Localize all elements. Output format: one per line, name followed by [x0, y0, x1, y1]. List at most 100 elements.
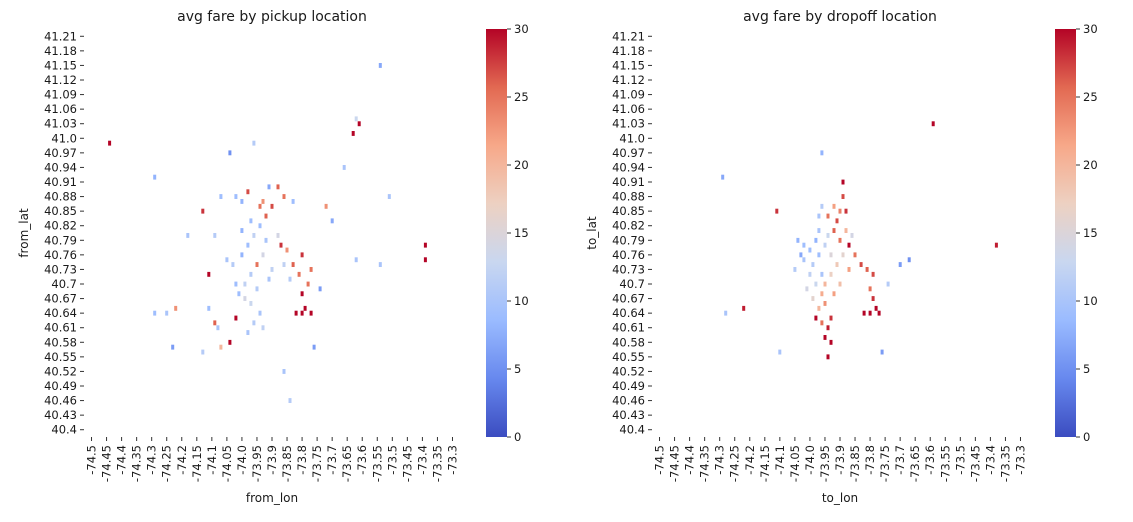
heatmap-cell: [201, 208, 205, 214]
y-tick-label: 41.15: [44, 58, 77, 72]
x-tick-label: -73.95: [250, 445, 264, 482]
colorbar-tick-label: 20: [1083, 158, 1098, 172]
y-tick-label: 40.76: [44, 248, 77, 262]
y-tick-label: 40.52: [612, 364, 645, 378]
heatmap-cell: [871, 296, 875, 301]
heatmap-cell: [847, 267, 851, 272]
x-tick-label: -73.7: [893, 445, 907, 475]
y-tick-label: 40.88: [612, 190, 645, 204]
heatmap-cell: [267, 184, 271, 190]
x-tick-label: -74.2: [743, 445, 757, 475]
heatmap-cell: [165, 310, 169, 316]
heatmap-cell: [285, 247, 289, 253]
heatmap-cell: [270, 203, 274, 209]
y-tick-label: 40.79: [44, 233, 77, 247]
colorbar-tick-label: 0: [1083, 430, 1090, 444]
heatmap-cell: [246, 189, 250, 195]
heatmap-cell: [838, 237, 842, 243]
y-tick-label: 41.12: [44, 73, 77, 87]
heatmap-cell: [841, 194, 845, 199]
x-tick-label: -73.45: [400, 445, 414, 482]
heatmap-cell: [808, 247, 812, 253]
heatmap-cell: [865, 267, 869, 272]
y-tick-label: 40.94: [612, 160, 645, 174]
x-tick-label: -74.15: [758, 445, 772, 482]
y-tick-label: 40.7: [51, 277, 77, 291]
heatmap-cell: [249, 271, 253, 277]
heatmap-cell: [817, 252, 821, 258]
heatmap-cell: [306, 281, 310, 287]
y-tick-label: 40.82: [44, 219, 77, 233]
heatmap-cell: [330, 218, 334, 224]
colorbar-tick-label: 20: [514, 158, 529, 172]
heatmap-cell: [778, 349, 782, 355]
heatmap-cell: [832, 291, 836, 297]
colorbar: 0 5 10 15 20 25 30: [1055, 22, 1098, 444]
heatmap-cell: [994, 242, 998, 248]
x-tick-label: -73.5: [953, 445, 967, 475]
heatmap-cell: [312, 344, 316, 350]
x-tick-label: -73.75: [310, 445, 324, 482]
heatmap-cell: [234, 194, 238, 199]
y-tick-label: 40.91: [44, 175, 77, 189]
heatmap-cell: [252, 320, 256, 326]
heatmap-cell: [240, 228, 244, 233]
heatmap-cell: [258, 203, 262, 209]
y-tick-label: 41.18: [44, 44, 77, 58]
heatmap-cell: [793, 267, 797, 272]
heatmap-cell: [814, 281, 818, 287]
y-tick-label: 40.7: [619, 277, 645, 291]
x-tick-label: -73.55: [370, 445, 384, 482]
heatmap-cell: [318, 286, 322, 292]
heatmap-cell: [354, 116, 358, 122]
x-tick-label: -74.35: [698, 445, 712, 482]
heatmap-cell: [814, 315, 818, 321]
heatmap-cell: [820, 150, 824, 156]
heatmap-cell: [261, 252, 265, 258]
heatmap-cell: [844, 208, 848, 214]
y-tick-label: 41.03: [612, 117, 645, 131]
heatmap-cell: [823, 242, 827, 248]
heatmap-cell: [423, 257, 427, 263]
heatmap-cell: [246, 242, 250, 248]
x-tick-label: -73.4: [415, 445, 429, 475]
heatmap-cell: [826, 354, 830, 360]
heatmap-cell: [351, 131, 355, 136]
x-tick-label: -74.0: [803, 445, 817, 475]
heatmap-cell: [820, 320, 824, 326]
x-tick-label: -74.25: [728, 445, 742, 482]
heatmap-cell: [877, 310, 881, 316]
y-tick-label: 41.18: [612, 44, 645, 58]
colorbar-tick-label: 0: [514, 430, 521, 444]
x-axis-label: from_lon: [246, 491, 298, 505]
heatmap-cell: [186, 233, 190, 238]
heatmap-cell: [850, 233, 854, 238]
x-tick-label: -74.25: [160, 445, 174, 482]
heatmap-cell: [237, 291, 241, 297]
heatmap-cell: [832, 203, 836, 209]
x-tick-label: -74.3: [713, 445, 727, 475]
heatmap-cell: [303, 305, 307, 311]
x-tick-label: -74.4: [683, 445, 697, 475]
x-tick-label: -74.45: [668, 445, 682, 482]
heatmap-cell: [243, 281, 247, 287]
x-tick-label: -74.2: [175, 445, 189, 475]
heatmap-cell: [721, 174, 725, 180]
heatmap-cell: [282, 262, 286, 267]
heatmap-cell: [817, 213, 821, 219]
heatmap-cell: [838, 281, 842, 287]
heatmap-cell: [796, 237, 800, 243]
heatmap-cell: [378, 63, 382, 68]
heatmap-cell: [264, 237, 268, 243]
y-tick-label: 40.73: [612, 262, 645, 276]
heatmap-cell: [817, 305, 821, 311]
heatmap-cell: [826, 233, 830, 238]
y-tick-label: 41.21: [612, 29, 645, 43]
heatmap-cell: [378, 262, 382, 267]
x-tick-label: -74.1: [773, 445, 787, 475]
heatmap-cell: [255, 286, 259, 292]
y-tick-label: 41.06: [612, 102, 645, 116]
y-tick-label: 40.85: [612, 204, 645, 218]
heatmap-cell: [835, 218, 839, 224]
heatmap-cell: [261, 199, 265, 204]
